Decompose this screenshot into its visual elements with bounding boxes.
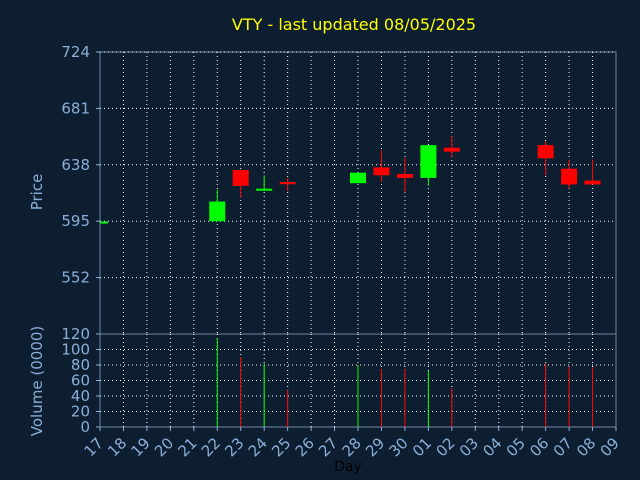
x-tick-label: 06 xyxy=(526,434,552,460)
x-tick-label: 29 xyxy=(362,434,388,460)
x-tick-label: 27 xyxy=(315,434,341,460)
x-tick-label: 08 xyxy=(573,434,599,460)
x-tick-label: 23 xyxy=(221,434,247,460)
candle-body xyxy=(232,170,249,186)
x-tick-label: 28 xyxy=(339,434,365,460)
candle-body xyxy=(537,145,554,159)
x-tick-label: 30 xyxy=(386,434,412,460)
volume-axis-label: Volume (0000) xyxy=(28,326,46,436)
candle-body xyxy=(350,172,366,184)
candle-body xyxy=(443,147,460,152)
x-tick-label: 04 xyxy=(479,434,505,460)
price-axis-label: Price xyxy=(28,174,46,211)
candle-body xyxy=(279,182,296,185)
candle-body xyxy=(373,167,390,176)
x-tick-label: 02 xyxy=(432,434,458,460)
x-tick-label: 21 xyxy=(174,434,200,460)
price-tick-label: 681 xyxy=(61,99,90,117)
x-tick-label: 25 xyxy=(268,434,294,460)
price-plot-frame xyxy=(99,51,617,335)
candle-body xyxy=(561,168,578,185)
candle-body xyxy=(100,221,108,224)
x-tick-label: 05 xyxy=(503,434,529,460)
x-tick-label: 09 xyxy=(597,434,623,460)
x-tick-label: 17 xyxy=(81,434,107,460)
x-tick-label: 07 xyxy=(550,434,576,460)
chart-title: VTY - last updated 08/05/2025 xyxy=(232,15,476,34)
candle-body xyxy=(584,180,601,185)
price-tick-label: 552 xyxy=(61,269,90,287)
x-tick-label: 26 xyxy=(292,434,318,460)
volume-tick-label: 40 xyxy=(71,387,90,405)
x-axis: 1718192021222324252627282930010203040506… xyxy=(81,427,623,460)
x-axis-label: Day xyxy=(334,459,362,475)
candle-body xyxy=(256,188,273,191)
x-tick-label: 01 xyxy=(409,434,435,460)
price-tick-label: 595 xyxy=(61,212,90,230)
x-tick-label: 20 xyxy=(151,434,177,460)
volume-tick-label: 0 xyxy=(80,418,90,436)
candle-body xyxy=(420,145,437,178)
x-tick-label: 18 xyxy=(104,434,130,460)
candle-body xyxy=(209,201,226,222)
volume-tick-label: 60 xyxy=(71,372,90,390)
x-tick-label: 24 xyxy=(245,434,271,460)
volume-tick-label: 20 xyxy=(71,403,90,421)
price-tick-label: 638 xyxy=(61,156,90,174)
x-tick-label: 22 xyxy=(198,434,224,460)
price-tick-label: 724 xyxy=(61,43,90,61)
volume-tick-label: 80 xyxy=(71,356,90,374)
volume-tick-label: 100 xyxy=(61,341,90,359)
price-panel: 724 681 638 595 552 xyxy=(61,43,617,335)
x-tick-label: 19 xyxy=(128,434,154,460)
volume-tick-label: 120 xyxy=(61,325,90,343)
candle-body xyxy=(396,173,413,178)
x-tick-label: 03 xyxy=(456,434,482,460)
